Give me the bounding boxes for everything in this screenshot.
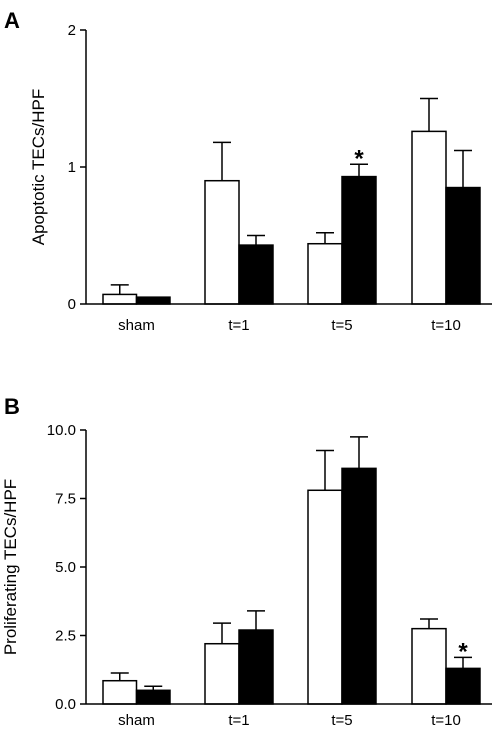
bar	[204, 642, 240, 705]
bar	[341, 175, 377, 305]
bar	[135, 689, 171, 705]
x-tick-label: sham	[118, 317, 155, 334]
bar	[341, 467, 377, 705]
y-tick-label: 1	[68, 159, 76, 176]
x-tick-label: t=5	[331, 317, 352, 334]
bar	[445, 667, 481, 705]
y-tick-label: 7.5	[55, 491, 76, 508]
y-tick-label: 0.0	[55, 696, 76, 713]
x-tick-label: sham	[118, 712, 155, 729]
x-tick-label: t=1	[228, 712, 249, 729]
y-tick-label: 10.0	[47, 422, 76, 439]
y-axis-label: Proliferating TECs/HPF	[1, 479, 20, 655]
panel-label: A	[4, 8, 20, 33]
bar	[204, 179, 240, 305]
panel-label: B	[4, 394, 20, 419]
bar	[411, 627, 447, 705]
bar	[411, 130, 447, 305]
y-tick-label: 5.0	[55, 559, 76, 576]
bar	[238, 629, 274, 705]
y-axis-label: Apoptotic TECs/HPF	[29, 89, 48, 246]
y-tick-label: 2	[68, 22, 76, 39]
x-tick-label: t=10	[431, 317, 461, 334]
bar	[102, 679, 138, 705]
y-tick-label: 0	[68, 296, 76, 313]
panel-a: A Apoptotic TECs/HPF * 0 1 2 sham t=1 t=5 t=10	[4, 8, 492, 334]
x-tick-label: t=10	[431, 712, 461, 729]
significance-marker: *	[458, 638, 468, 665]
bar	[445, 186, 481, 305]
bar	[307, 242, 343, 305]
bar	[135, 296, 171, 305]
bar	[102, 293, 138, 305]
bar	[238, 244, 274, 305]
bar	[307, 489, 343, 705]
panel-b: B Proliferating TECs/HPF * 0.0 2.5 5.0 7.5 10.0…	[1, 394, 492, 729]
y-tick-label: 2.5	[55, 628, 76, 645]
significance-marker: *	[354, 145, 364, 172]
x-tick-label: t=5	[331, 712, 352, 729]
x-tick-label: t=1	[228, 317, 249, 334]
